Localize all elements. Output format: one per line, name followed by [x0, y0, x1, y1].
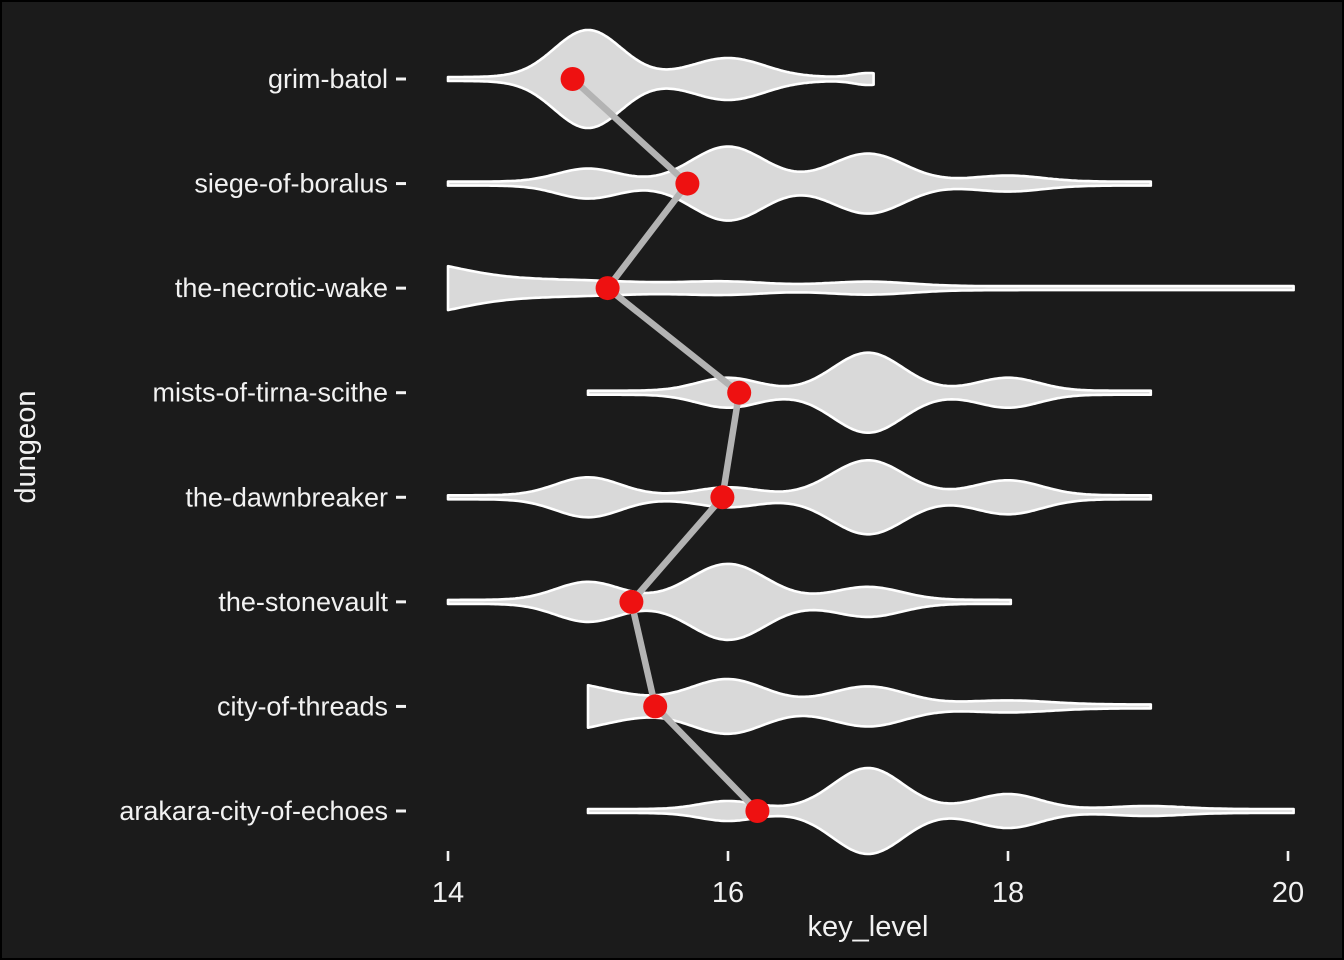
- violin-the-dawnbreaker: [446, 459, 1153, 536]
- y-axis-title: dungeon: [10, 391, 42, 504]
- y-tick-label-the-dawnbreaker: the-dawnbreaker: [185, 482, 388, 512]
- violins-layer: [446, 28, 1295, 856]
- x-axis-layer: 14 16 18 20: [432, 851, 1304, 909]
- violin-mists-of-tirna-scithe: [586, 351, 1153, 434]
- x-tick-label-20: 20: [1272, 877, 1304, 909]
- mean-dot-the-necrotic-wake: [595, 276, 620, 301]
- x-axis-title: key_level: [808, 911, 929, 943]
- y-axis-layer: grim-batol siege-of-boralus the-necrotic-w…: [119, 64, 406, 826]
- y-tick-label-grim-batol: grim-batol: [268, 64, 388, 94]
- violin-arakara-city-of-echoes: [586, 766, 1295, 856]
- mean-dot-arakara-city-of-echoes: [745, 799, 770, 823]
- violin-siege-of-boralus: [446, 145, 1153, 222]
- y-tick-label-mists-of-tirna-scithe: mists-of-tirna-scithe: [152, 378, 388, 408]
- mean-dot-grim-batol: [560, 67, 585, 91]
- x-tick-label-14: 14: [432, 877, 464, 909]
- mean-dot-siege-of-boralus: [675, 171, 700, 196]
- mean-dot-city-of-threads: [643, 694, 668, 719]
- x-tick-label-16: 16: [712, 877, 744, 909]
- trend-line-layer: [569, 75, 761, 815]
- y-tick-label-the-stonevault: the-stonevault: [218, 587, 388, 617]
- mean-dot-the-dawnbreaker: [710, 485, 735, 510]
- y-tick-label-siege-of-boralus: siege-of-boralus: [194, 169, 388, 199]
- violin-the-stonevault: [446, 562, 1013, 642]
- y-tick-label-city-of-threads: city-of-threads: [217, 691, 388, 721]
- mean-dots-layer: [560, 67, 770, 823]
- mean-dot-the-stonevault: [619, 589, 644, 614]
- violin-grim-batol: [446, 28, 875, 130]
- y-tick-label-arakara-city-of-echoes: arakara-city-of-echoes: [119, 796, 388, 826]
- x-tick-label-18: 18: [992, 877, 1024, 909]
- violin-the-necrotic-wake: [446, 264, 1295, 312]
- mean-trend-line: [569, 75, 761, 815]
- y-tick-label-the-necrotic-wake: the-necrotic-wake: [175, 273, 388, 303]
- violin-city-of-threads: [586, 677, 1153, 736]
- mean-dot-mists-of-tirna-scithe: [727, 380, 752, 405]
